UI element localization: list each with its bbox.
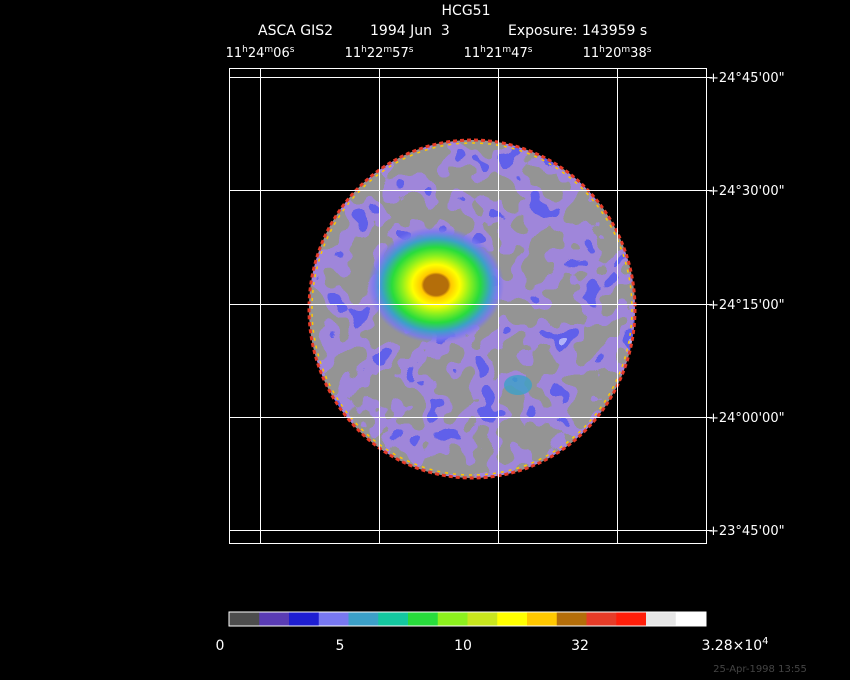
- ra-value: 11: [345, 46, 362, 61]
- ra-value: 11: [464, 46, 481, 61]
- ra-unit: s: [528, 45, 533, 55]
- colorbar-swatch: [556, 612, 587, 626]
- ra-value: 20: [605, 46, 622, 61]
- ra-unit: h: [361, 45, 367, 55]
- disk-rim: [307, 138, 637, 480]
- ra-unit: m: [621, 45, 630, 55]
- colorbar-label: 32: [571, 638, 589, 654]
- ra-value: 11: [583, 46, 600, 61]
- ra-value: 11: [226, 46, 243, 61]
- xray-disk: [309, 140, 635, 478]
- colorbar-swatch: [348, 612, 379, 626]
- colorbar-label: 10: [454, 638, 472, 654]
- dec-label: +24°45'00": [708, 71, 785, 86]
- colorbar-swatch: [646, 612, 677, 626]
- ra-unit: m: [383, 45, 392, 55]
- title: HCG51: [442, 3, 491, 19]
- ra-label: 11h21m47s: [464, 45, 533, 61]
- colorbar-swatch: [467, 612, 498, 626]
- exposure: Exposure: 143959 s: [508, 23, 647, 39]
- ra-unit: h: [480, 45, 486, 55]
- colorbar-swatch: [675, 612, 706, 626]
- colorbar-swatch: [437, 612, 468, 626]
- date: 1994 Jun 3: [370, 23, 450, 39]
- colorbar-label-exp: 4: [762, 636, 768, 647]
- colorbar-label: 0: [216, 638, 225, 654]
- colorbar-swatch: [527, 612, 558, 626]
- dec-label: +24°15'00": [708, 298, 785, 313]
- instrument: ASCA GIS2: [258, 23, 333, 39]
- dec-label: +23°45'00": [708, 524, 785, 539]
- ra-unit: m: [264, 45, 273, 55]
- colorbar-swatch: [497, 612, 528, 626]
- coordinate-grid: [229, 68, 707, 544]
- dec-label: +24°00'00": [708, 411, 785, 426]
- colorbar-swatch: [289, 612, 320, 626]
- colorbar-label: 3.28×104: [701, 636, 768, 654]
- colorbar-swatch: [318, 612, 349, 626]
- ra-value: 57: [392, 46, 409, 61]
- ra-value: 24: [248, 46, 265, 61]
- dec-label: +24°30'00": [708, 184, 785, 199]
- ra-unit: h: [599, 45, 605, 55]
- ra-value: 47: [511, 46, 528, 61]
- colorbar-swatch: [259, 612, 290, 626]
- timestamp: 25-Apr-1998 13:55: [713, 664, 807, 675]
- ra-value: 21: [486, 46, 503, 61]
- ra-unit: m: [502, 45, 511, 55]
- colorbar-swatch: [378, 612, 409, 626]
- ra-label: 11h20m38s: [583, 45, 652, 61]
- ra-label: 11h22m57s: [345, 45, 414, 61]
- ra-value: 06: [273, 46, 290, 61]
- colorbar-swatch: [229, 612, 260, 626]
- ra-unit: h: [242, 45, 248, 55]
- ra-value: 38: [630, 46, 647, 61]
- ra-value: 22: [367, 46, 384, 61]
- colorbar-swatch: [586, 612, 617, 626]
- disk-rim-inner: [311, 142, 633, 476]
- ra-unit: s: [290, 45, 295, 55]
- colorbar-label-base: 3.28×10: [701, 638, 762, 654]
- colorbar-swatch: [408, 612, 439, 626]
- colorbar-label: 5: [336, 638, 345, 654]
- ra-label: 11h24m06s: [226, 45, 295, 61]
- ra-unit: s: [409, 45, 414, 55]
- colorbar-frame: [228, 611, 707, 627]
- colorbar-swatch: [616, 612, 647, 626]
- ra-unit: s: [647, 45, 652, 55]
